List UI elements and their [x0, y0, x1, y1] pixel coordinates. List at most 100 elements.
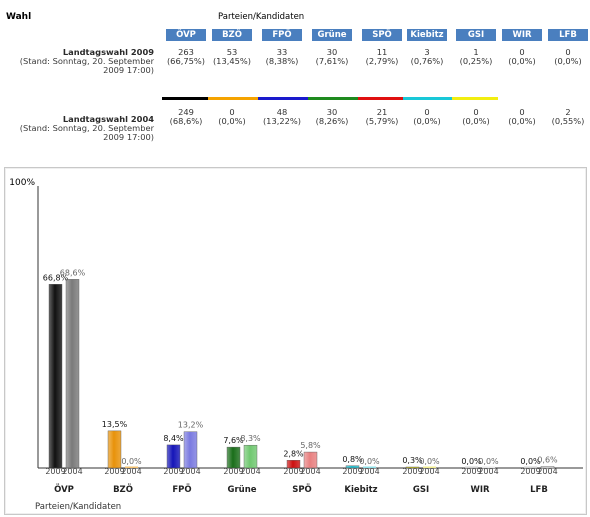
- vote-count: 30: [326, 47, 338, 57]
- bar-zero-cap: [524, 466, 537, 468]
- result-cell: 0 (0,0%): [407, 108, 447, 126]
- party-color-line: [358, 97, 403, 100]
- vote-count: 0: [519, 47, 525, 57]
- row-title: Landtagswahl 2004: [62, 114, 154, 124]
- data-label: 5,8%: [300, 441, 321, 450]
- series-year-label: 2009: [461, 467, 481, 476]
- bar-2004-lfb: [540, 466, 555, 469]
- data-label: 0,3%: [402, 456, 423, 465]
- party-color-line: [498, 97, 544, 100]
- vote-count: 1: [473, 47, 479, 57]
- vote-percent: (8,38%): [265, 56, 299, 66]
- bar-2009-spö: [286, 460, 301, 469]
- result-cell: 33 (8,38%): [262, 48, 302, 66]
- bar-2004-övp: [65, 279, 80, 469]
- series-year-label: 2004: [419, 467, 439, 476]
- series-year-label: 2004: [537, 467, 557, 476]
- party-color-line: [208, 97, 258, 100]
- party-header-3: Grüne: [312, 29, 352, 41]
- row-stand-time: 2009 17:00): [103, 132, 154, 142]
- result-cell: 0 (0,0%): [502, 48, 542, 66]
- series-year-label: 2004: [62, 467, 82, 476]
- category-label: ÖVP: [54, 484, 74, 495]
- vote-percent: (0,0%): [462, 116, 490, 126]
- vote-percent: (0,0%): [413, 116, 441, 126]
- bar-zero-cap: [125, 466, 138, 468]
- data-label: 7,6%: [223, 436, 244, 445]
- data-label: 8,3%: [240, 434, 261, 443]
- series-year-label: 2004: [359, 467, 379, 476]
- vote-percent: (66,75%): [166, 56, 206, 66]
- vote-percent: (0,0%): [554, 56, 582, 66]
- vote-count: 33: [276, 47, 288, 57]
- party-color-line: [403, 97, 452, 100]
- vote-percent: (0,0%): [508, 56, 536, 66]
- category-label: WIR: [470, 485, 490, 495]
- data-label: 13,2%: [178, 421, 204, 430]
- vote-count: 0: [473, 107, 479, 117]
- category-label: Kiebitz: [344, 485, 377, 495]
- result-cell: 21 (5,79%): [362, 108, 402, 126]
- series-year-label: 2004: [478, 467, 498, 476]
- category-label: SPÖ: [292, 484, 312, 495]
- vote-count: 249: [178, 107, 194, 117]
- bar-zero-cap: [465, 466, 478, 468]
- bar-2009-kiebitz: [345, 465, 360, 469]
- vote-count: 0: [565, 47, 571, 57]
- data-label: 0,6%: [537, 455, 558, 464]
- party-header-7: WIR: [502, 29, 542, 41]
- bar-zero-cap: [482, 466, 495, 468]
- x-axis-title: Parteien/Kandidaten: [35, 502, 121, 512]
- vote-count: 11: [376, 47, 388, 57]
- vote-count: 0: [229, 107, 235, 117]
- vote-percent: (2,79%): [365, 56, 399, 66]
- series-year-label: 2009: [520, 467, 540, 476]
- result-cell: 30 (7,61%): [312, 48, 352, 66]
- chart-container: 100% 66,8% 2009 68,6% 2004 ÖVP 13,5% 2009 0,0% 20…: [4, 167, 587, 515]
- series-year-label: 2009: [104, 467, 124, 476]
- vote-percent: (7,61%): [315, 56, 349, 66]
- result-cell: 249 (68,6%): [166, 108, 206, 126]
- series-year-label: 2004: [180, 467, 200, 476]
- vote-percent: (13,45%): [212, 56, 252, 66]
- data-label: 13,5%: [102, 420, 128, 429]
- party-color-line: [258, 97, 308, 100]
- row-stand-time: 2009 17:00): [103, 65, 154, 75]
- result-cell: 11 (2,79%): [362, 48, 402, 66]
- category-label: Grüne: [227, 485, 256, 495]
- data-label: 0,0%: [419, 457, 440, 466]
- bar-chart: 100%66,8%200968,6%2004ÖVP13,5%20090,0%20…: [9, 178, 583, 512]
- bar-2004-spö: [303, 451, 318, 469]
- row-stand: (Stand: Sonntag, 20. September: [19, 123, 154, 133]
- vote-count: 48: [276, 107, 288, 117]
- vote-percent: (0,0%): [218, 116, 246, 126]
- bar-2009-gsi: [405, 466, 420, 469]
- series-year-label: 2009: [223, 467, 243, 476]
- bar-2004-grüne: [243, 444, 258, 469]
- parteien-header: Parteien/Kandidaten: [218, 12, 305, 22]
- category-label: BZÖ: [113, 484, 133, 495]
- result-cell: 53 (13,45%): [212, 48, 252, 66]
- series-year-label: 2009: [283, 467, 303, 476]
- data-label: 0,0%: [478, 457, 499, 466]
- vote-percent: (68,6%): [169, 116, 203, 126]
- party-color-line: [544, 97, 588, 100]
- bar-2009-övp: [48, 284, 63, 469]
- data-label: 0,0%: [520, 457, 541, 466]
- series-year-label: 2009: [45, 467, 65, 476]
- vote-percent: (0,0%): [508, 116, 536, 126]
- category-label: GSI: [413, 485, 429, 495]
- wahl-header: Wahl: [6, 12, 32, 22]
- party-header-1: BZÖ: [212, 29, 252, 41]
- y-axis-max-label: 100%: [9, 178, 35, 188]
- party-color-line: [162, 97, 208, 100]
- row-2009-label: Landtagswahl 2009 (Stand: Sonntag, 20. S…: [4, 48, 154, 75]
- vote-count: 3: [424, 47, 430, 57]
- vote-count: 30: [326, 107, 338, 117]
- party-header-0: ÖVP: [166, 29, 206, 41]
- vote-percent: (8,26%): [315, 116, 349, 126]
- result-cell: 0 (0,0%): [212, 108, 252, 126]
- result-cell: 0 (0,0%): [548, 48, 588, 66]
- result-cell: 0 (0,0%): [502, 108, 542, 126]
- series-year-label: 2009: [402, 467, 422, 476]
